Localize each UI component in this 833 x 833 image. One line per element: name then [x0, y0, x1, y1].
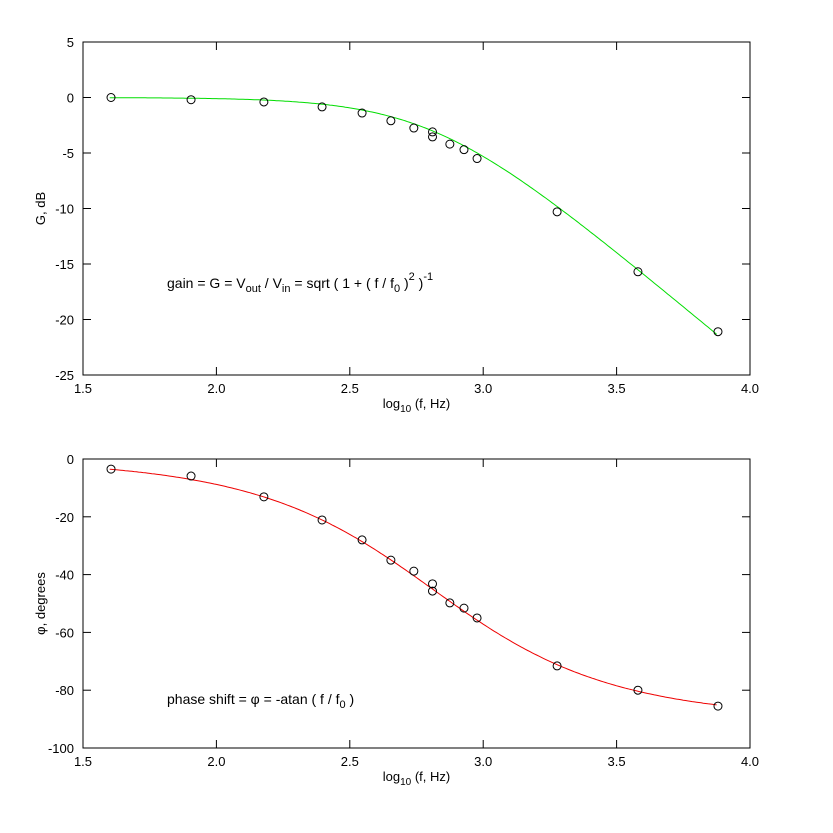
- data-point: [552, 207, 562, 217]
- x-axis-label-part: (f, Hz): [411, 769, 450, 784]
- data-point: [317, 515, 327, 525]
- formula-annotation: gain = G = Vout / Vin = sqrt ( 1 + ( f /…: [167, 271, 433, 295]
- formula-part: ): [400, 275, 409, 291]
- data-point: [186, 471, 196, 481]
- x-tick-label: 3.0: [474, 754, 492, 769]
- chart-phase: 1.5 2.0 2.5 3.0 3.5 4.0 0 -20 -40 -60 -80 -100 log10…: [33, 452, 759, 788]
- formula-part: ): [346, 691, 355, 707]
- formula-part: ): [415, 275, 424, 291]
- data-point: [428, 127, 438, 137]
- data-point: [552, 661, 562, 671]
- data-point: [445, 598, 455, 608]
- data-point: [459, 603, 469, 613]
- formula-part: phase shift = φ = -atan ( f / f: [167, 691, 340, 707]
- x-tick-label: 3.5: [608, 381, 626, 396]
- y-tick-label: -80: [55, 683, 74, 698]
- y-tick-label: -20: [55, 510, 74, 525]
- x-tick-label: 1.5: [74, 754, 92, 769]
- y-tick-label: -15: [55, 257, 74, 272]
- formula-part: 0: [340, 699, 346, 711]
- plot-frame: [82, 458, 751, 749]
- x-axis-label-part: 10: [400, 404, 412, 415]
- y-axis-label: G, dB: [33, 192, 48, 225]
- data-point: [713, 701, 723, 711]
- x-tick-label: 4.0: [741, 754, 759, 769]
- formula-part: out: [246, 283, 261, 295]
- y-tick-label: -40: [55, 568, 74, 583]
- x-axis-label-part: log: [383, 769, 400, 784]
- data-point: [633, 267, 643, 277]
- data-point: [186, 95, 196, 105]
- data-point: [106, 464, 116, 474]
- y-tick-label: -60: [55, 625, 74, 640]
- y-tick-label: -25: [55, 368, 74, 383]
- x-tick-label: 2.5: [341, 381, 359, 396]
- formula-part: 0: [394, 283, 400, 295]
- data-point: [428, 579, 438, 589]
- x-tick-label: 4.0: [741, 381, 759, 396]
- x-axis-label-part: (f, Hz): [411, 396, 450, 411]
- data-point: [428, 586, 438, 596]
- data-point: [386, 116, 396, 126]
- data-point: [259, 492, 269, 502]
- x-axis-label-part: 10: [400, 777, 412, 788]
- x-tick-label: 2.0: [207, 381, 225, 396]
- chart-gain: 1.5 2.0 2.5 3.0 3.5 4.050-5-10-15-20-25log10 …: [33, 35, 759, 415]
- y-tick-label: -10: [55, 202, 74, 217]
- data-point: [459, 145, 469, 155]
- formula-part: gain = G = V: [167, 275, 246, 291]
- data-point: [317, 102, 327, 112]
- y-tick-label: -100: [48, 741, 74, 756]
- data-point: [409, 566, 419, 576]
- x-tick-label: 1.5: [74, 381, 92, 396]
- x-tick-label: 2.0: [207, 754, 225, 769]
- model-curve: [109, 97, 717, 335]
- model-curve: [109, 468, 717, 706]
- data-point: [713, 327, 723, 337]
- y-tick-label: 5: [67, 35, 74, 50]
- data-point: [472, 613, 482, 623]
- y-tick-label: -20: [55, 313, 74, 328]
- formula-part: in: [282, 283, 291, 295]
- x-tick-label: 3.0: [474, 381, 492, 396]
- data-point: [259, 97, 269, 107]
- data-point: [386, 555, 396, 565]
- x-axis-label-part: log: [383, 396, 400, 411]
- data-point: [357, 535, 367, 545]
- x-axis-label: log10 (f, Hz): [383, 769, 450, 788]
- data-point: [428, 132, 438, 142]
- formula-part: -1: [423, 271, 433, 283]
- data-point: [445, 139, 455, 149]
- formula-part: 2: [409, 271, 415, 283]
- data-point: [409, 123, 419, 133]
- plot-frame: [82, 41, 751, 376]
- x-tick-label: 3.5: [608, 754, 626, 769]
- x-tick-label: 2.5: [341, 754, 359, 769]
- formula-part: = sqrt ( 1 + ( f / f: [290, 275, 394, 291]
- y-tick-label: -5: [62, 146, 74, 161]
- x-axis-label: log10 (f, Hz): [383, 396, 450, 415]
- y-tick-label: 0: [67, 91, 74, 106]
- data-point: [472, 154, 482, 164]
- y-axis-label: φ, degrees: [33, 572, 48, 635]
- data-point: [357, 108, 367, 118]
- y-tick-label: 0: [67, 452, 74, 467]
- data-point: [633, 685, 643, 695]
- data-point: [106, 93, 116, 102]
- formula-part: / V: [261, 275, 283, 291]
- formula-annotation: phase shift = φ = -atan ( f / f0 ): [167, 691, 354, 711]
